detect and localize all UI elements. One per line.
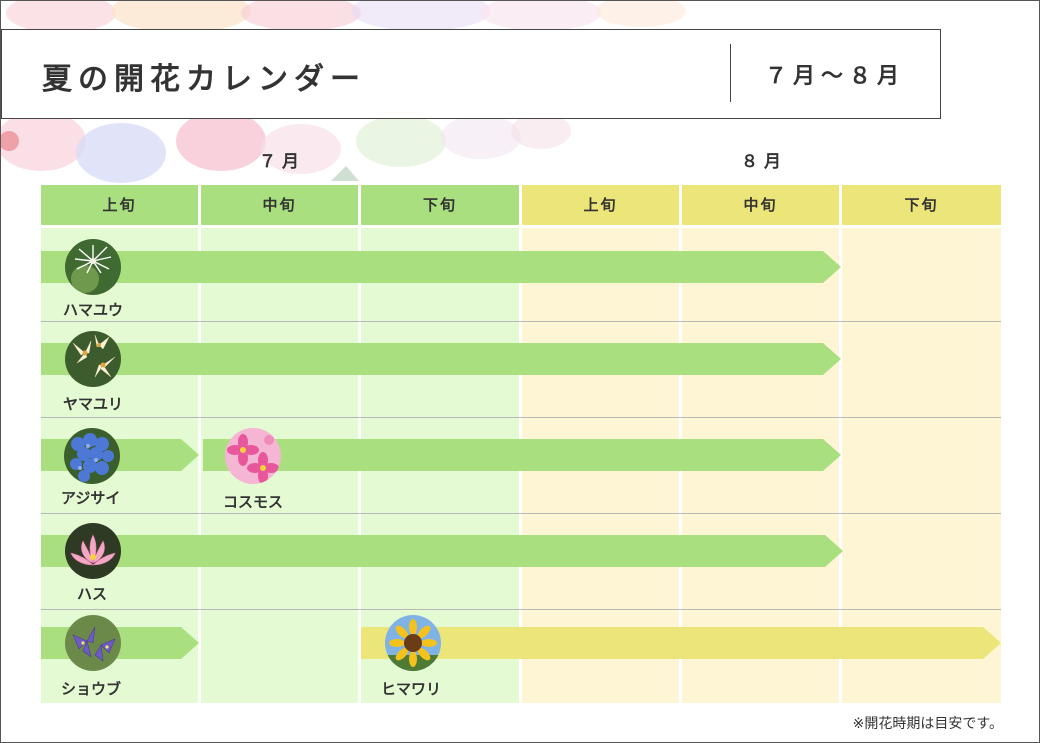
flower-name-shoubu: ショウブ [61, 681, 122, 698]
ajisai-flower-image [64, 428, 120, 484]
flower-name-ajisai: アジサイ [61, 490, 121, 507]
column-august-late [842, 228, 1001, 703]
period-header-august-early: 上旬 [522, 185, 679, 225]
month-label-august: ８月 [741, 152, 787, 172]
period-label: ７月～８月 [764, 63, 905, 89]
flower-name-hamayuu: ハマユウ [63, 302, 124, 319]
page-title: 夏の開花カレンダー [42, 62, 366, 97]
flower-name-yamayuri: ヤマユリ [63, 396, 124, 413]
period-header-july-late: 下旬 [361, 185, 519, 225]
row-divider [41, 417, 1001, 418]
shoubu-flower-image [65, 615, 121, 671]
flower-name-cosmos: コスモス [223, 494, 284, 511]
footnote: ※開花時期は目安です。 [852, 715, 1003, 731]
flower-name-himawari: ヒマワリ [381, 681, 442, 698]
title-divider [730, 44, 731, 102]
period-header-july-mid: 中旬 [201, 185, 358, 225]
row-divider [41, 321, 1001, 322]
bloom-bar-himawari [361, 627, 1001, 659]
hasu-flower-image [65, 523, 121, 579]
period-header-august-late: 下旬 [842, 185, 1001, 225]
title-box: 夏の開花カレンダー ７月～８月 [1, 29, 941, 119]
row-divider [41, 513, 1001, 514]
row-divider [41, 609, 1001, 610]
bloom-bar-hasu [41, 535, 843, 567]
month-label-july: ７月 [259, 152, 305, 172]
period-header-july-early: 上旬 [41, 185, 198, 225]
cosmos-flower-image [225, 428, 281, 484]
period-header-august-mid: 中旬 [682, 185, 839, 225]
bloom-bar-hamayuu [41, 251, 841, 283]
bloom-bar-cosmos [203, 439, 841, 471]
himawari-flower-image [385, 615, 441, 671]
hamayuu-flower-image [65, 239, 121, 295]
bloom-bar-yamayuri [41, 343, 841, 375]
yamayuri-flower-image [65, 331, 121, 387]
flower-name-hasu: ハス [77, 586, 108, 603]
